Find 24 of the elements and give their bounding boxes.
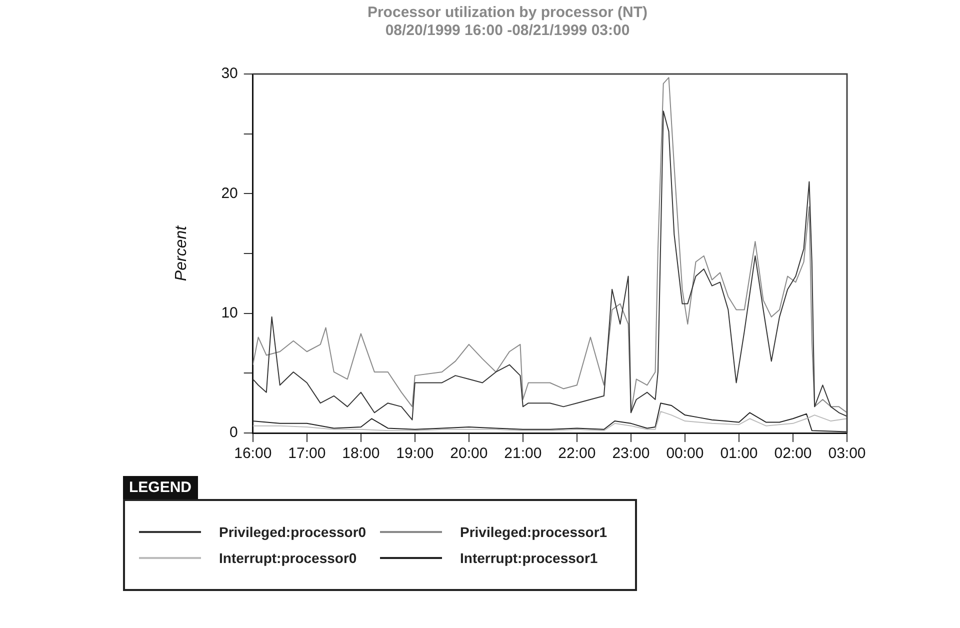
x-tick-label: 19:00 <box>396 445 434 462</box>
legend-label: Privileged:processor1 <box>460 524 608 540</box>
y-axis-title: Percent <box>173 225 190 282</box>
x-tick-label: 18:00 <box>342 445 380 462</box>
x-tick-label: 17:00 <box>288 445 326 462</box>
x-tick-label: 16:00 <box>234 445 272 462</box>
x-tick-label: 00:00 <box>666 445 704 462</box>
x-tick-label: 22:00 <box>558 445 596 462</box>
y-tick-label: 10 <box>221 304 238 322</box>
chart-title: Processor utilization by processor (NT) <box>367 4 648 22</box>
y-tick-label: 30 <box>221 65 238 82</box>
legend-title: LEGEND <box>123 476 198 499</box>
y-tick-label: 0 <box>230 424 238 442</box>
legend-label: Privileged:processor0 <box>219 524 366 540</box>
x-tick-label: 02:00 <box>774 445 812 462</box>
x-tick-label: 23:00 <box>612 445 650 462</box>
x-tick-label: 20:00 <box>450 445 488 462</box>
chart-subtitle: 08/20/1999 16:00 -08/21/1999 03:00 <box>385 22 630 40</box>
x-tick-label: 21:00 <box>504 445 542 462</box>
x-tick-label: 03:00 <box>828 445 866 462</box>
x-tick-label: 01:00 <box>720 445 758 462</box>
legend-label: Interrupt:processor0 <box>219 550 357 566</box>
legend-label: Interrupt:processor1 <box>460 550 598 566</box>
y-tick-label: 20 <box>221 184 238 202</box>
